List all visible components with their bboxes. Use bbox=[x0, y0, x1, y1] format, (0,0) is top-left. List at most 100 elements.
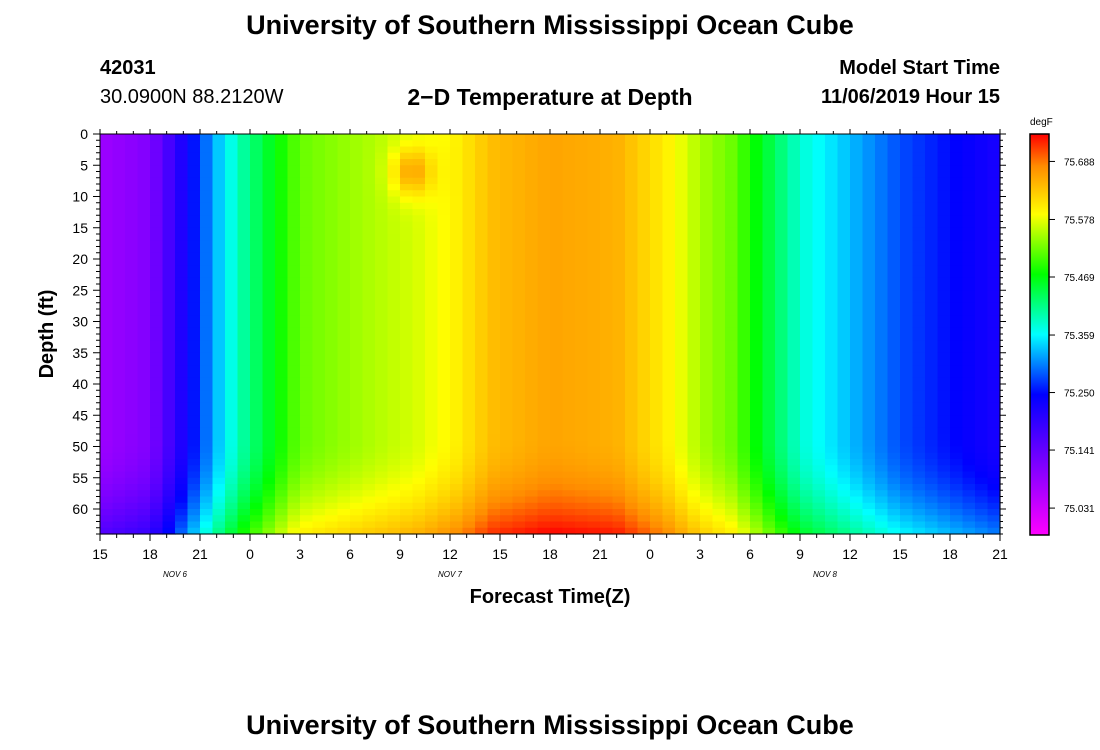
heatmap-cell bbox=[962, 240, 976, 248]
heatmap-cell bbox=[300, 302, 314, 310]
heatmap-cell bbox=[150, 284, 164, 291]
heatmap-cell bbox=[925, 234, 939, 241]
heatmap-cell bbox=[350, 509, 364, 516]
heatmap-cell bbox=[125, 290, 139, 298]
heatmap-cell bbox=[987, 321, 1001, 329]
heatmap-cell bbox=[375, 215, 389, 223]
heatmap-cell bbox=[850, 465, 864, 473]
heatmap-cell bbox=[487, 421, 501, 429]
heatmap-cell bbox=[837, 334, 851, 341]
heatmap-cell bbox=[425, 321, 439, 329]
heatmap-cell bbox=[262, 415, 276, 423]
heatmap-cell bbox=[325, 190, 339, 198]
heatmap-cell bbox=[337, 184, 351, 191]
heatmap-cell bbox=[350, 365, 364, 373]
heatmap-cell bbox=[350, 215, 364, 223]
heatmap-cell bbox=[450, 434, 464, 441]
heatmap-cell bbox=[425, 284, 439, 291]
heatmap-cell bbox=[975, 177, 989, 185]
heatmap-cell bbox=[250, 502, 264, 510]
heatmap-cell bbox=[837, 290, 851, 298]
heatmap-cell bbox=[812, 252, 826, 260]
heatmap-cell bbox=[125, 165, 139, 173]
heatmap-cell bbox=[500, 159, 514, 166]
heatmap-cell bbox=[725, 146, 739, 154]
heatmap-cell bbox=[650, 365, 664, 373]
heatmap-cell bbox=[450, 390, 464, 398]
heatmap-cell bbox=[687, 352, 701, 360]
heatmap-cell bbox=[175, 252, 189, 260]
heatmap-cell bbox=[887, 190, 901, 198]
heatmap-cell bbox=[737, 390, 751, 398]
heatmap-cell bbox=[162, 246, 176, 254]
heatmap-cell bbox=[162, 371, 176, 379]
heatmap-cell bbox=[375, 346, 389, 354]
heatmap-cell bbox=[125, 340, 139, 348]
heatmap-cell bbox=[725, 246, 739, 254]
heatmap-cell bbox=[950, 171, 964, 179]
heatmap-cell bbox=[300, 459, 314, 466]
heatmap-cell bbox=[325, 515, 339, 523]
heatmap-cell bbox=[187, 134, 201, 141]
heatmap-cell bbox=[437, 434, 451, 441]
heatmap-cell bbox=[450, 477, 464, 485]
heatmap-cell bbox=[812, 184, 826, 191]
heatmap-cell bbox=[837, 440, 851, 448]
heatmap-cell bbox=[412, 152, 426, 160]
heatmap-cell bbox=[950, 146, 964, 154]
heatmap-cell bbox=[537, 509, 551, 516]
y-tick-label: 50 bbox=[72, 439, 88, 455]
heatmap-cell bbox=[825, 340, 839, 348]
heatmap-cell bbox=[462, 340, 476, 348]
heatmap-cell bbox=[225, 134, 239, 141]
heatmap-cell bbox=[350, 277, 364, 285]
heatmap-cell bbox=[225, 509, 239, 516]
heatmap-cell bbox=[962, 384, 976, 391]
heatmap-cell bbox=[450, 496, 464, 504]
heatmap-cell bbox=[875, 184, 889, 191]
heatmap-cell bbox=[475, 465, 489, 473]
heatmap-cell bbox=[287, 502, 301, 510]
heatmap-cell bbox=[387, 396, 401, 404]
heatmap-cell bbox=[712, 146, 726, 154]
heatmap-cell bbox=[912, 140, 926, 148]
heatmap-cell bbox=[475, 527, 489, 535]
heatmap-cell bbox=[262, 521, 276, 529]
heatmap-cell bbox=[875, 165, 889, 173]
heatmap-cell bbox=[537, 446, 551, 454]
heatmap-cell bbox=[137, 152, 151, 160]
heatmap-cell bbox=[625, 352, 639, 360]
heatmap-cell bbox=[475, 359, 489, 366]
heatmap-cell bbox=[500, 434, 514, 441]
heatmap-cell bbox=[525, 515, 539, 523]
heatmap-cell bbox=[937, 502, 951, 510]
heatmap-cell bbox=[475, 171, 489, 179]
heatmap-cell bbox=[287, 152, 301, 160]
heatmap-cell bbox=[737, 484, 751, 491]
heatmap-cell bbox=[925, 465, 939, 473]
heatmap-cell bbox=[175, 165, 189, 173]
heatmap-cell bbox=[350, 159, 364, 166]
heatmap-cell bbox=[512, 290, 526, 298]
heatmap-cell bbox=[237, 352, 251, 360]
heatmap-cell bbox=[412, 134, 426, 141]
heatmap-cell bbox=[862, 165, 876, 173]
heatmap-cell bbox=[650, 215, 664, 223]
heatmap-cell bbox=[487, 459, 501, 466]
heatmap-cell bbox=[150, 334, 164, 341]
heatmap-cell bbox=[625, 184, 639, 191]
heatmap-cell bbox=[575, 296, 589, 304]
heatmap-cell bbox=[350, 434, 364, 441]
y-tick-label: 10 bbox=[72, 189, 88, 205]
heatmap-cell bbox=[975, 377, 989, 385]
heatmap-cell bbox=[900, 477, 914, 485]
heatmap-cell bbox=[587, 496, 601, 504]
heatmap-cell bbox=[762, 321, 776, 329]
heatmap-cell bbox=[412, 471, 426, 479]
heatmap-cell bbox=[400, 277, 414, 285]
heatmap-cell bbox=[212, 165, 226, 173]
heatmap-cell bbox=[400, 221, 414, 229]
heatmap-cell bbox=[875, 240, 889, 248]
heatmap-cell bbox=[950, 465, 964, 473]
heatmap-cell bbox=[112, 496, 126, 504]
